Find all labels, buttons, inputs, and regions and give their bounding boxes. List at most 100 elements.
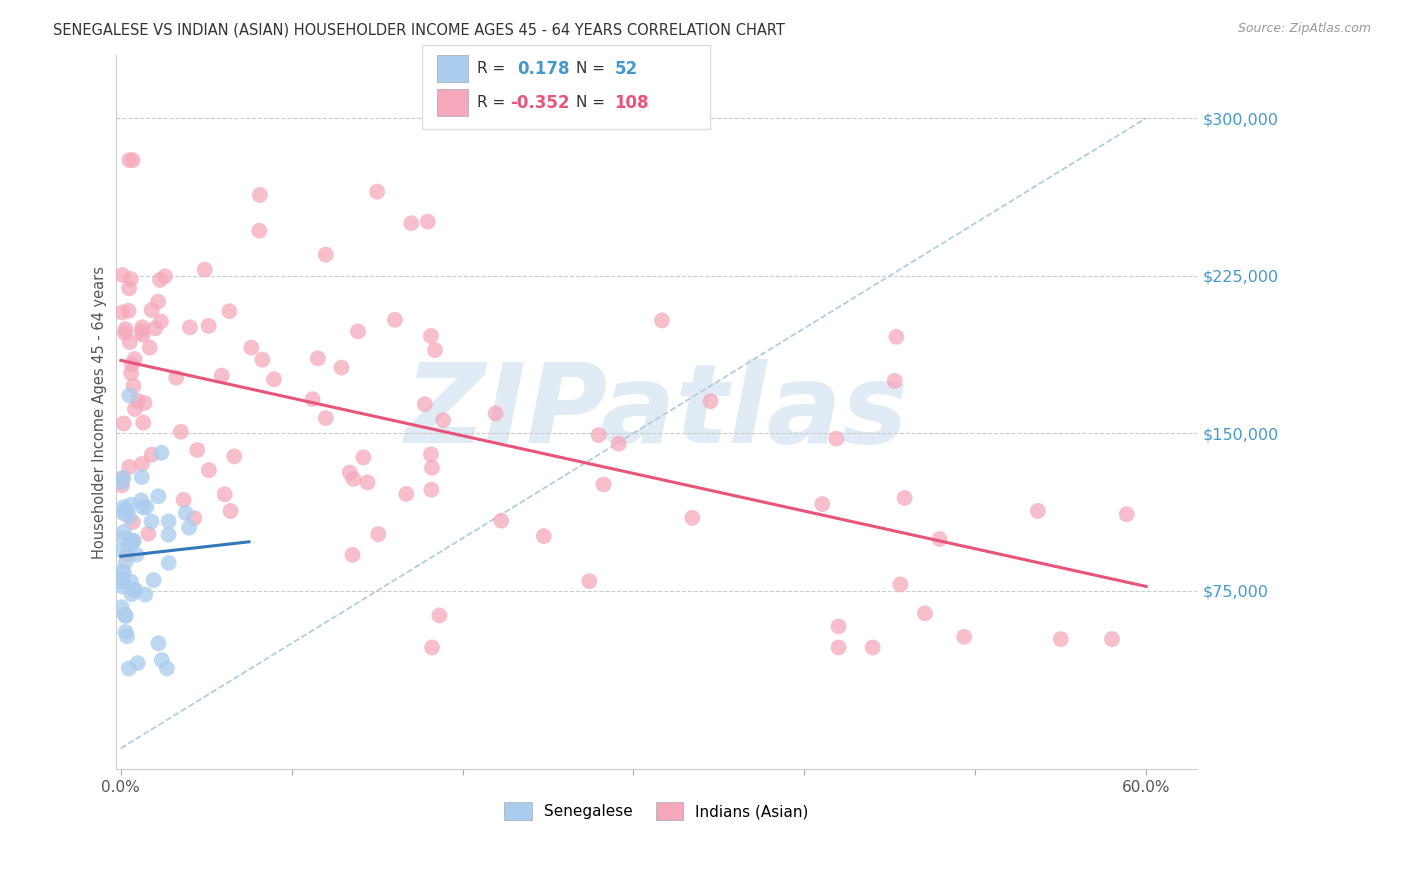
Point: [148, 489, 170, 503]
Point: [111, 478, 134, 492]
Point: [111, 579, 134, 593]
Text: Source: ZipAtlas.com: Source: ZipAtlas.com: [1237, 22, 1371, 36]
Point: [588, 428, 610, 442]
Point: [352, 450, 374, 465]
Point: [651, 313, 673, 327]
Point: [127, 393, 149, 408]
Point: [115, 548, 138, 562]
Point: [886, 330, 908, 344]
Point: [122, 379, 145, 393]
Point: [423, 343, 446, 357]
Point: [112, 565, 135, 579]
Point: [420, 447, 443, 461]
Point: [157, 515, 180, 529]
Point: [118, 661, 141, 675]
Point: [153, 269, 176, 284]
Point: [395, 487, 418, 501]
Point: [194, 262, 217, 277]
Point: [121, 153, 143, 168]
Point: [132, 327, 155, 342]
Point: [118, 153, 141, 168]
Point: [183, 511, 205, 525]
Point: [367, 527, 389, 541]
Point: [121, 587, 143, 601]
Point: [342, 472, 364, 486]
Point: [249, 188, 271, 202]
Point: [149, 314, 172, 328]
Point: [173, 492, 195, 507]
Point: [121, 515, 143, 529]
Point: [889, 577, 911, 591]
Point: [124, 583, 146, 598]
Text: 0.178: 0.178: [517, 60, 569, 78]
Point: [124, 351, 146, 366]
Point: [211, 368, 233, 383]
Point: [142, 573, 165, 587]
Text: R =: R =: [477, 62, 505, 76]
Point: [301, 392, 323, 407]
Point: [165, 370, 187, 384]
Point: [124, 402, 146, 417]
Point: [118, 334, 141, 349]
Point: [489, 514, 512, 528]
Point: [432, 413, 454, 427]
Point: [121, 357, 143, 371]
Point: [138, 341, 160, 355]
Point: [224, 450, 246, 464]
Point: [117, 303, 139, 318]
Point: [114, 609, 136, 624]
Point: [247, 224, 270, 238]
Point: [112, 471, 135, 485]
Point: [122, 533, 145, 548]
Point: [366, 185, 388, 199]
Point: [485, 406, 508, 420]
Point: [347, 325, 370, 339]
Text: SENEGALESE VS INDIAN (ASIAN) HOUSEHOLDER INCOME AGES 45 - 64 YEARS CORRELATION C: SENEGALESE VS INDIAN (ASIAN) HOUSEHOLDER…: [53, 22, 786, 37]
Point: [146, 294, 169, 309]
Point: [143, 321, 166, 335]
Point: [827, 640, 849, 655]
Point: [862, 640, 884, 655]
Point: [330, 360, 353, 375]
Point: [186, 442, 208, 457]
Point: [342, 548, 364, 562]
Point: [141, 515, 163, 529]
Point: [197, 318, 219, 333]
Point: [132, 500, 155, 515]
Point: [699, 394, 721, 409]
Y-axis label: Householder Income Ages 45 - 64 years: Householder Income Ages 45 - 64 years: [93, 266, 107, 558]
Point: [114, 607, 136, 622]
Point: [115, 506, 138, 520]
Text: 52: 52: [614, 60, 637, 78]
Point: [219, 504, 242, 518]
Point: [122, 533, 145, 548]
Point: [356, 475, 378, 490]
Point: [129, 493, 152, 508]
Point: [263, 372, 285, 386]
Point: [118, 281, 141, 295]
Point: [1026, 504, 1049, 518]
Point: [416, 215, 439, 229]
Point: [122, 582, 145, 597]
Point: [120, 536, 142, 550]
Point: [1049, 632, 1071, 646]
Point: [827, 619, 849, 633]
Point: [149, 273, 172, 287]
Point: [111, 600, 134, 615]
Point: [112, 500, 135, 515]
Point: [1101, 632, 1123, 646]
Point: [150, 446, 173, 460]
Point: [120, 498, 142, 512]
Point: [157, 556, 180, 570]
Point: [419, 329, 441, 343]
Point: [578, 574, 600, 589]
Text: 108: 108: [614, 94, 650, 112]
Point: [401, 216, 423, 230]
Point: [339, 466, 361, 480]
Point: [592, 477, 614, 491]
Point: [214, 487, 236, 501]
Point: [112, 524, 135, 539]
Point: [125, 548, 148, 562]
Point: [953, 630, 976, 644]
Point: [141, 448, 163, 462]
